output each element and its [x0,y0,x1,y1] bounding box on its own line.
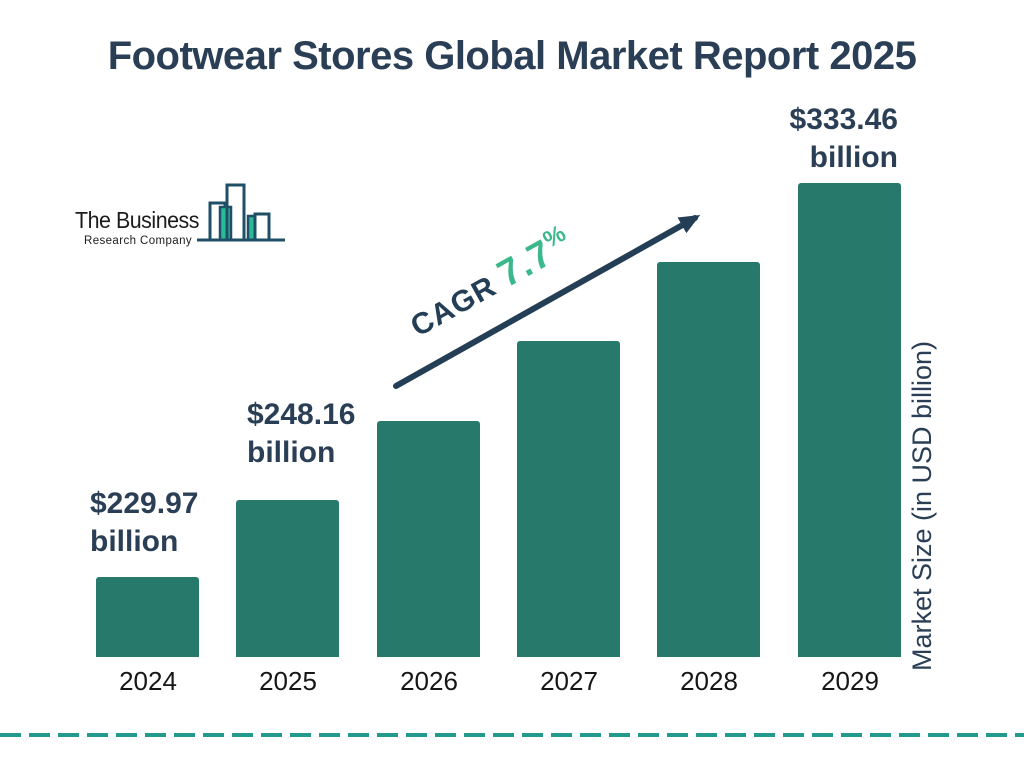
year-label-2027: 2027 [540,666,598,696]
value-amount-2025: $248.16 [247,398,356,431]
year-label-2029: 2029 [821,666,879,696]
chart-title: Footwear Stores Global Market Report 202… [107,34,917,78]
bar-2026 [377,421,480,657]
bar-2029 [798,183,901,657]
value-label-2024: $229.97 billion [90,485,198,561]
value-label-2029: $333.46 billion [780,101,898,177]
year-label-2024: 2024 [119,666,177,696]
logo-company-subtitle: Research Company [83,235,193,247]
value-unit-2025: billion [247,436,336,469]
bar-chart-logo-icon [196,177,286,252]
y-axis-label: Market Size (in USD billion) [907,340,937,672]
value-amount-2029: $333.46 [789,103,898,136]
year-label-2028: 2028 [680,666,738,696]
logo-company-name: The Business [75,207,200,233]
value-unit-2029: billion [809,141,898,174]
bar-2025 [236,500,339,657]
cagr-label: CAGR 7.7% [401,220,579,346]
logo-text: The Business Research Company [75,207,201,247]
logo: The Business Research Company [75,177,285,249]
value-label-2025: $248.16 billion [247,396,355,472]
value-unit-2024: billion [90,525,179,558]
year-label-2025: 2025 [259,666,317,696]
bar-2027 [517,341,620,657]
cagr-prefix: CAGR [405,265,511,344]
bar-2024 [96,577,199,657]
year-label-2026: 2026 [400,666,458,696]
value-amount-2024: $229.97 [90,487,199,520]
bar-2028 [657,262,760,657]
